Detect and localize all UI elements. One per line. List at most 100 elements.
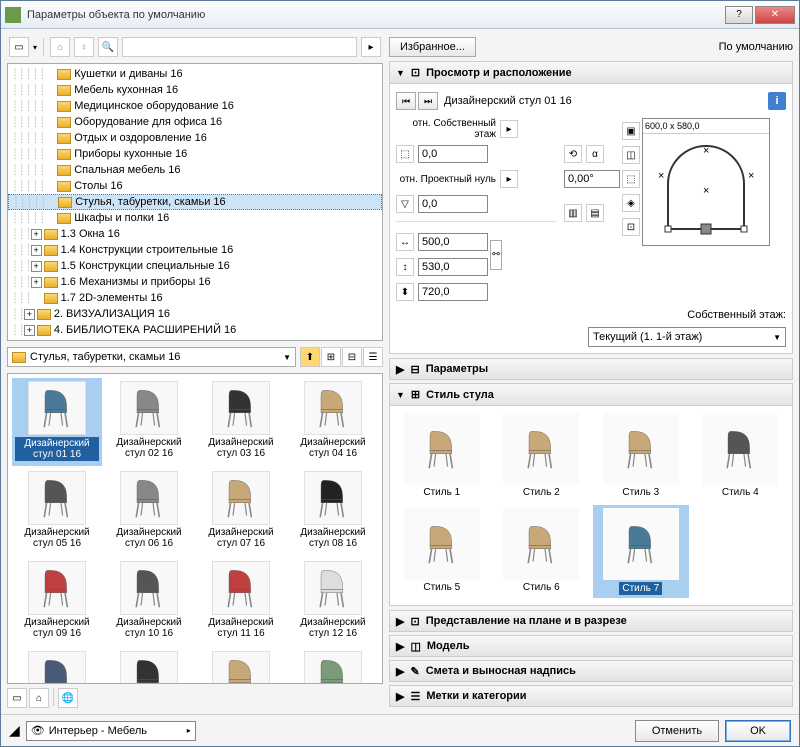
up-folder-button[interactable]: ⬆ — [300, 347, 320, 367]
tree-item[interactable]: ┊ ┊ ┊ ┊ ┊ Стулья, табуретки, скамьи 16 — [8, 194, 382, 210]
grid-item[interactable]: Дизайнерский стул 01 16 — [12, 378, 102, 466]
expand-icon[interactable]: + — [24, 309, 35, 320]
expand-icon[interactable]: + — [31, 277, 42, 288]
grid-item[interactable]: Кресло 01 16 — [288, 648, 378, 684]
zero-offset-input[interactable] — [418, 195, 488, 213]
grid-item[interactable]: Дизайнерский стул 10 16 — [104, 558, 194, 646]
grid-item[interactable]: Дизайнерский стул 05 16 — [12, 468, 102, 556]
style-item[interactable]: Стиль 1 — [394, 410, 490, 501]
dim2-input[interactable] — [418, 258, 488, 276]
view-large-icon[interactable]: ⊞ — [321, 347, 341, 367]
view-mode-2[interactable]: ◫ — [622, 146, 640, 164]
nav-prev-button[interactable]: ⏭ — [418, 92, 438, 110]
library-grid[interactable]: Дизайнерский стул 01 16 Дизайнерский сту… — [7, 373, 383, 684]
dim3-input[interactable] — [418, 283, 488, 301]
zero-flyout-icon[interactable]: ▸ — [500, 170, 518, 188]
search-icon[interactable]: 🔍 — [98, 37, 118, 57]
tree-item[interactable]: ┊ +Библиотека по ГОСТу 16 — [8, 338, 382, 341]
expand-icon[interactable]: + — [31, 229, 42, 240]
grid-item[interactable]: Дизайнерский стул 08 16 — [288, 468, 378, 556]
style-item[interactable]: Стиль 5 — [394, 505, 490, 598]
library-tree[interactable]: ┊ ┊ ┊ ┊ ┊ Кушетки и диваны 16┊ ┊ ┊ ┊ ┊ М… — [7, 63, 383, 341]
floor-combo[interactable]: Текущий (1. 1-й этаж) ▼ — [588, 327, 786, 347]
style-item[interactable]: Стиль 6 — [494, 505, 590, 598]
tree-item[interactable]: ┊ ┊ ┊ ┊ ┊ Приборы кухонные 16 — [8, 146, 382, 162]
preview-section-header[interactable]: ▼ ⊡ Просмотр и расположение — [390, 62, 792, 84]
style-item[interactable]: Стиль 7 — [593, 505, 689, 598]
link-dims-button[interactable]: ⚯ — [490, 240, 502, 270]
cancel-button[interactable]: Отменить — [635, 720, 719, 742]
grid-item[interactable]: Дизайнерский стул 12 16 — [288, 558, 378, 646]
grid-item[interactable]: Дизайнерский стул 03 16 — [196, 378, 286, 466]
tree-item[interactable]: ┊ ┊ ┊ +1.6 Механизмы и приборы 16 — [8, 274, 382, 290]
style-grid[interactable]: Стиль 1 Стиль 2 Стиль 3 Стиль 4 Стиль 5 — [390, 406, 792, 602]
tree-item[interactable]: ┊ ┊ ┊ ┊ ┊ Столы 16 — [8, 178, 382, 194]
tree-item[interactable]: ┊ ┊ ┊ +1.3 Окна 16 — [8, 226, 382, 242]
bottom-tool-1[interactable]: ▭ — [7, 688, 27, 708]
search-go-icon[interactable]: ▸ — [361, 37, 381, 57]
ok-button[interactable]: OK — [725, 720, 791, 742]
bottom-tool-3[interactable]: 🌐 — [58, 688, 78, 708]
params-section-header[interactable]: ▶ ⊟ Параметры — [389, 358, 793, 380]
layout-icon[interactable]: ▭ — [9, 37, 29, 57]
grid-item[interactable]: Дизайнерский стул 04 16 — [288, 378, 378, 466]
tree-item[interactable]: ┊ ┊ +2. ВИЗУАЛИЗАЦИЯ 16 — [8, 306, 382, 322]
search-input[interactable] — [122, 37, 357, 57]
tree-item[interactable]: ┊ ┊ ┊ ┊ ┊ Отдых и оздоровление 16 — [8, 130, 382, 146]
info-button[interactable]: i — [768, 92, 786, 110]
tree-item[interactable]: ┊ ┊ +4. БИБЛИОТЕКА РАСШИРЕНИЙ 16 — [8, 322, 382, 338]
grid-item[interactable]: Дизайнерский стул 02 16 — [104, 378, 194, 466]
style-item[interactable]: Стиль 2 — [494, 410, 590, 501]
angle-lock-icon[interactable]: α — [586, 145, 604, 163]
tree-item[interactable]: ┊ ┊ ┊ ┊ ┊ Шкафы и полки 16 — [8, 210, 382, 226]
style-item[interactable]: Стиль 4 — [693, 410, 789, 501]
preview-2d[interactable]: 600,0 x 580,0 × × × × — [642, 118, 770, 246]
layer-combo[interactable]: 👁 Интерьер - Мебель ▸ — [26, 721, 196, 741]
story-flyout-icon[interactable]: ▸ — [500, 120, 518, 138]
grid-item[interactable]: Дизайнерский Шезлонг 16 — [196, 648, 286, 684]
plan-section-header[interactable]: ▶⊡ Представление на плане и в разрезе — [389, 610, 793, 632]
mirror-x-icon[interactable]: ▥ — [564, 204, 582, 222]
favorites-button[interactable]: Избранное... — [389, 37, 476, 57]
tree-item[interactable]: ┊ ┊ ┊ +1.4 Конструкции строительные 16 — [8, 242, 382, 258]
style-item[interactable]: Стиль 3 — [593, 410, 689, 501]
tree-item[interactable]: ┊ ┊ ┊ ┊ ┊ Оборудование для офиса 16 — [8, 114, 382, 130]
dropdown-icon[interactable]: ▾ — [33, 43, 37, 52]
dim1-input[interactable] — [418, 233, 488, 251]
grid-item[interactable]: Дизайнерский стул 16 — [104, 648, 194, 684]
view-list-icon[interactable]: ☰ — [363, 347, 383, 367]
tree-item[interactable]: ┊ ┊ ┊ 1.7 2D-элементы 16 — [8, 290, 382, 306]
style-section-header[interactable]: ▼ ⊞ Стиль стула — [390, 384, 792, 406]
titlebar[interactable]: Параметры объекта по умолчанию ? ✕ — [1, 1, 799, 29]
tree-item[interactable]: ┊ ┊ ┊ ┊ ┊ Мебель кухонная 16 — [8, 82, 382, 98]
expand-icon[interactable]: + — [17, 341, 28, 342]
mirror-y-icon[interactable]: ▤ — [586, 204, 604, 222]
expand-icon[interactable]: + — [31, 261, 42, 272]
angle-input[interactable] — [564, 170, 620, 188]
grid-item[interactable]: Дизайнерский стул 09 16 — [12, 558, 102, 646]
expand-icon[interactable]: + — [31, 245, 42, 256]
grid-item[interactable]: Дизайнерский стул 07 16 — [196, 468, 286, 556]
view-mode-5[interactable]: ⊡ — [622, 218, 640, 236]
close-button[interactable]: ✕ — [755, 6, 795, 24]
grid-item[interactable]: Дизайнерский стул 13 16 — [12, 648, 102, 684]
tree-item[interactable]: ┊ ┊ ┊ ┊ ┊ Медицинское оборудование 16 — [8, 98, 382, 114]
grid-item[interactable]: Дизайнерский стул 06 16 — [104, 468, 194, 556]
view-small-icon[interactable]: ⊟ — [342, 347, 362, 367]
model-section-header[interactable]: ▶◫ Модель — [389, 635, 793, 657]
view-mode-4[interactable]: ◈ — [622, 194, 640, 212]
view-mode-3[interactable]: ⬚ — [622, 170, 640, 188]
expand-icon[interactable]: + — [24, 325, 35, 336]
tree-item[interactable]: ┊ ┊ ┊ +1.5 Конструкции специальные 16 — [8, 258, 382, 274]
lamp-tool-icon[interactable]: ♀ — [74, 37, 94, 57]
story-offset-input[interactable] — [418, 145, 488, 163]
leader-section-header[interactable]: ▶✎ Смета и выносная надпись — [389, 660, 793, 682]
tree-item[interactable]: ┊ ┊ ┊ ┊ ┊ Спальная мебель 16 — [8, 162, 382, 178]
view-mode-1[interactable]: ▣ — [622, 122, 640, 140]
path-combo[interactable]: Стулья, табуретки, скамьи 16 ▼ — [7, 347, 296, 367]
grid-item[interactable]: Дизайнерский стул 11 16 — [196, 558, 286, 646]
nav-first-button[interactable]: ⏮ — [396, 92, 416, 110]
help-button[interactable]: ? — [725, 6, 753, 24]
chair-tool-icon[interactable]: ⌂ — [50, 37, 70, 57]
tags-section-header[interactable]: ▶☰ Метки и категории — [389, 685, 793, 707]
